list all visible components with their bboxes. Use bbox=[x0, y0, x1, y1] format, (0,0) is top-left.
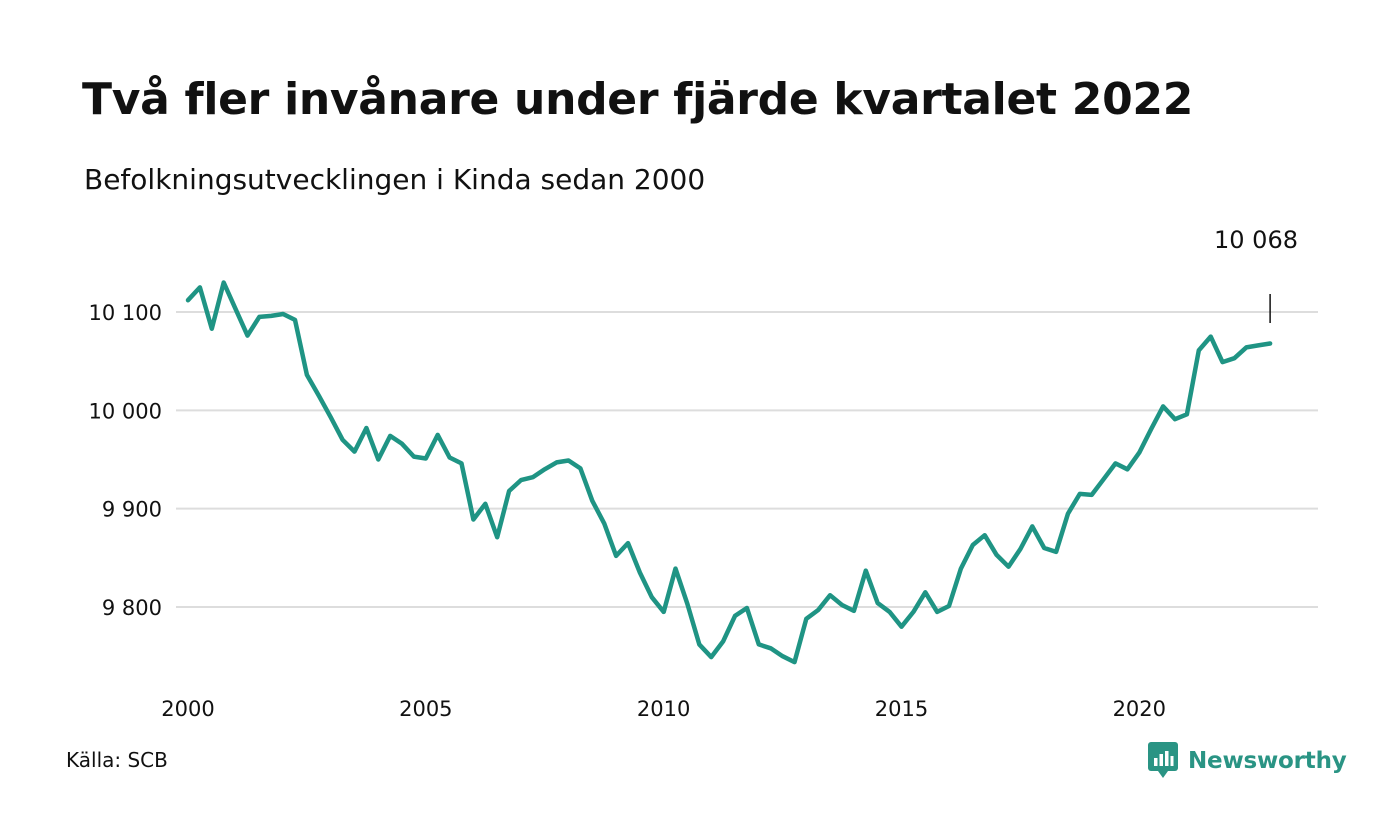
chart-subtitle: Befolkningsutvecklingen i Kinda sedan 20… bbox=[84, 163, 706, 196]
x-tick-label: 2010 bbox=[637, 697, 690, 721]
x-axis-labels: 2000 2005 2010 2015 2020 bbox=[161, 697, 1166, 721]
newsworthy-logo: Newsworthy bbox=[1148, 742, 1347, 780]
y-tick-label: 9 900 bbox=[102, 498, 162, 522]
source-label: Källa: SCB bbox=[66, 748, 168, 772]
x-tick-label: 2000 bbox=[161, 697, 214, 721]
y-tick-label: 10 100 bbox=[89, 301, 162, 325]
brand-name: Newsworthy bbox=[1188, 748, 1347, 774]
y-axis-labels: 9 800 9 900 10 000 10 100 bbox=[89, 301, 162, 620]
x-tick-label: 2015 bbox=[875, 697, 928, 721]
y-tick-label: 10 000 bbox=[89, 399, 162, 423]
chart-title: Två fler invånare under fjärde kvartalet… bbox=[82, 74, 1194, 125]
x-tick-label: 2005 bbox=[399, 697, 452, 721]
series-layer bbox=[185, 280, 1273, 665]
population-line bbox=[185, 280, 1273, 665]
y-tick-label: 9 800 bbox=[102, 596, 162, 620]
gridlines bbox=[176, 311, 1318, 608]
x-tick-label: 2020 bbox=[1113, 697, 1166, 721]
chart-bubble-icon bbox=[1148, 742, 1178, 778]
last-value-label: 10 068 bbox=[1214, 226, 1298, 254]
end-annotation: 10 068 bbox=[1214, 226, 1298, 323]
